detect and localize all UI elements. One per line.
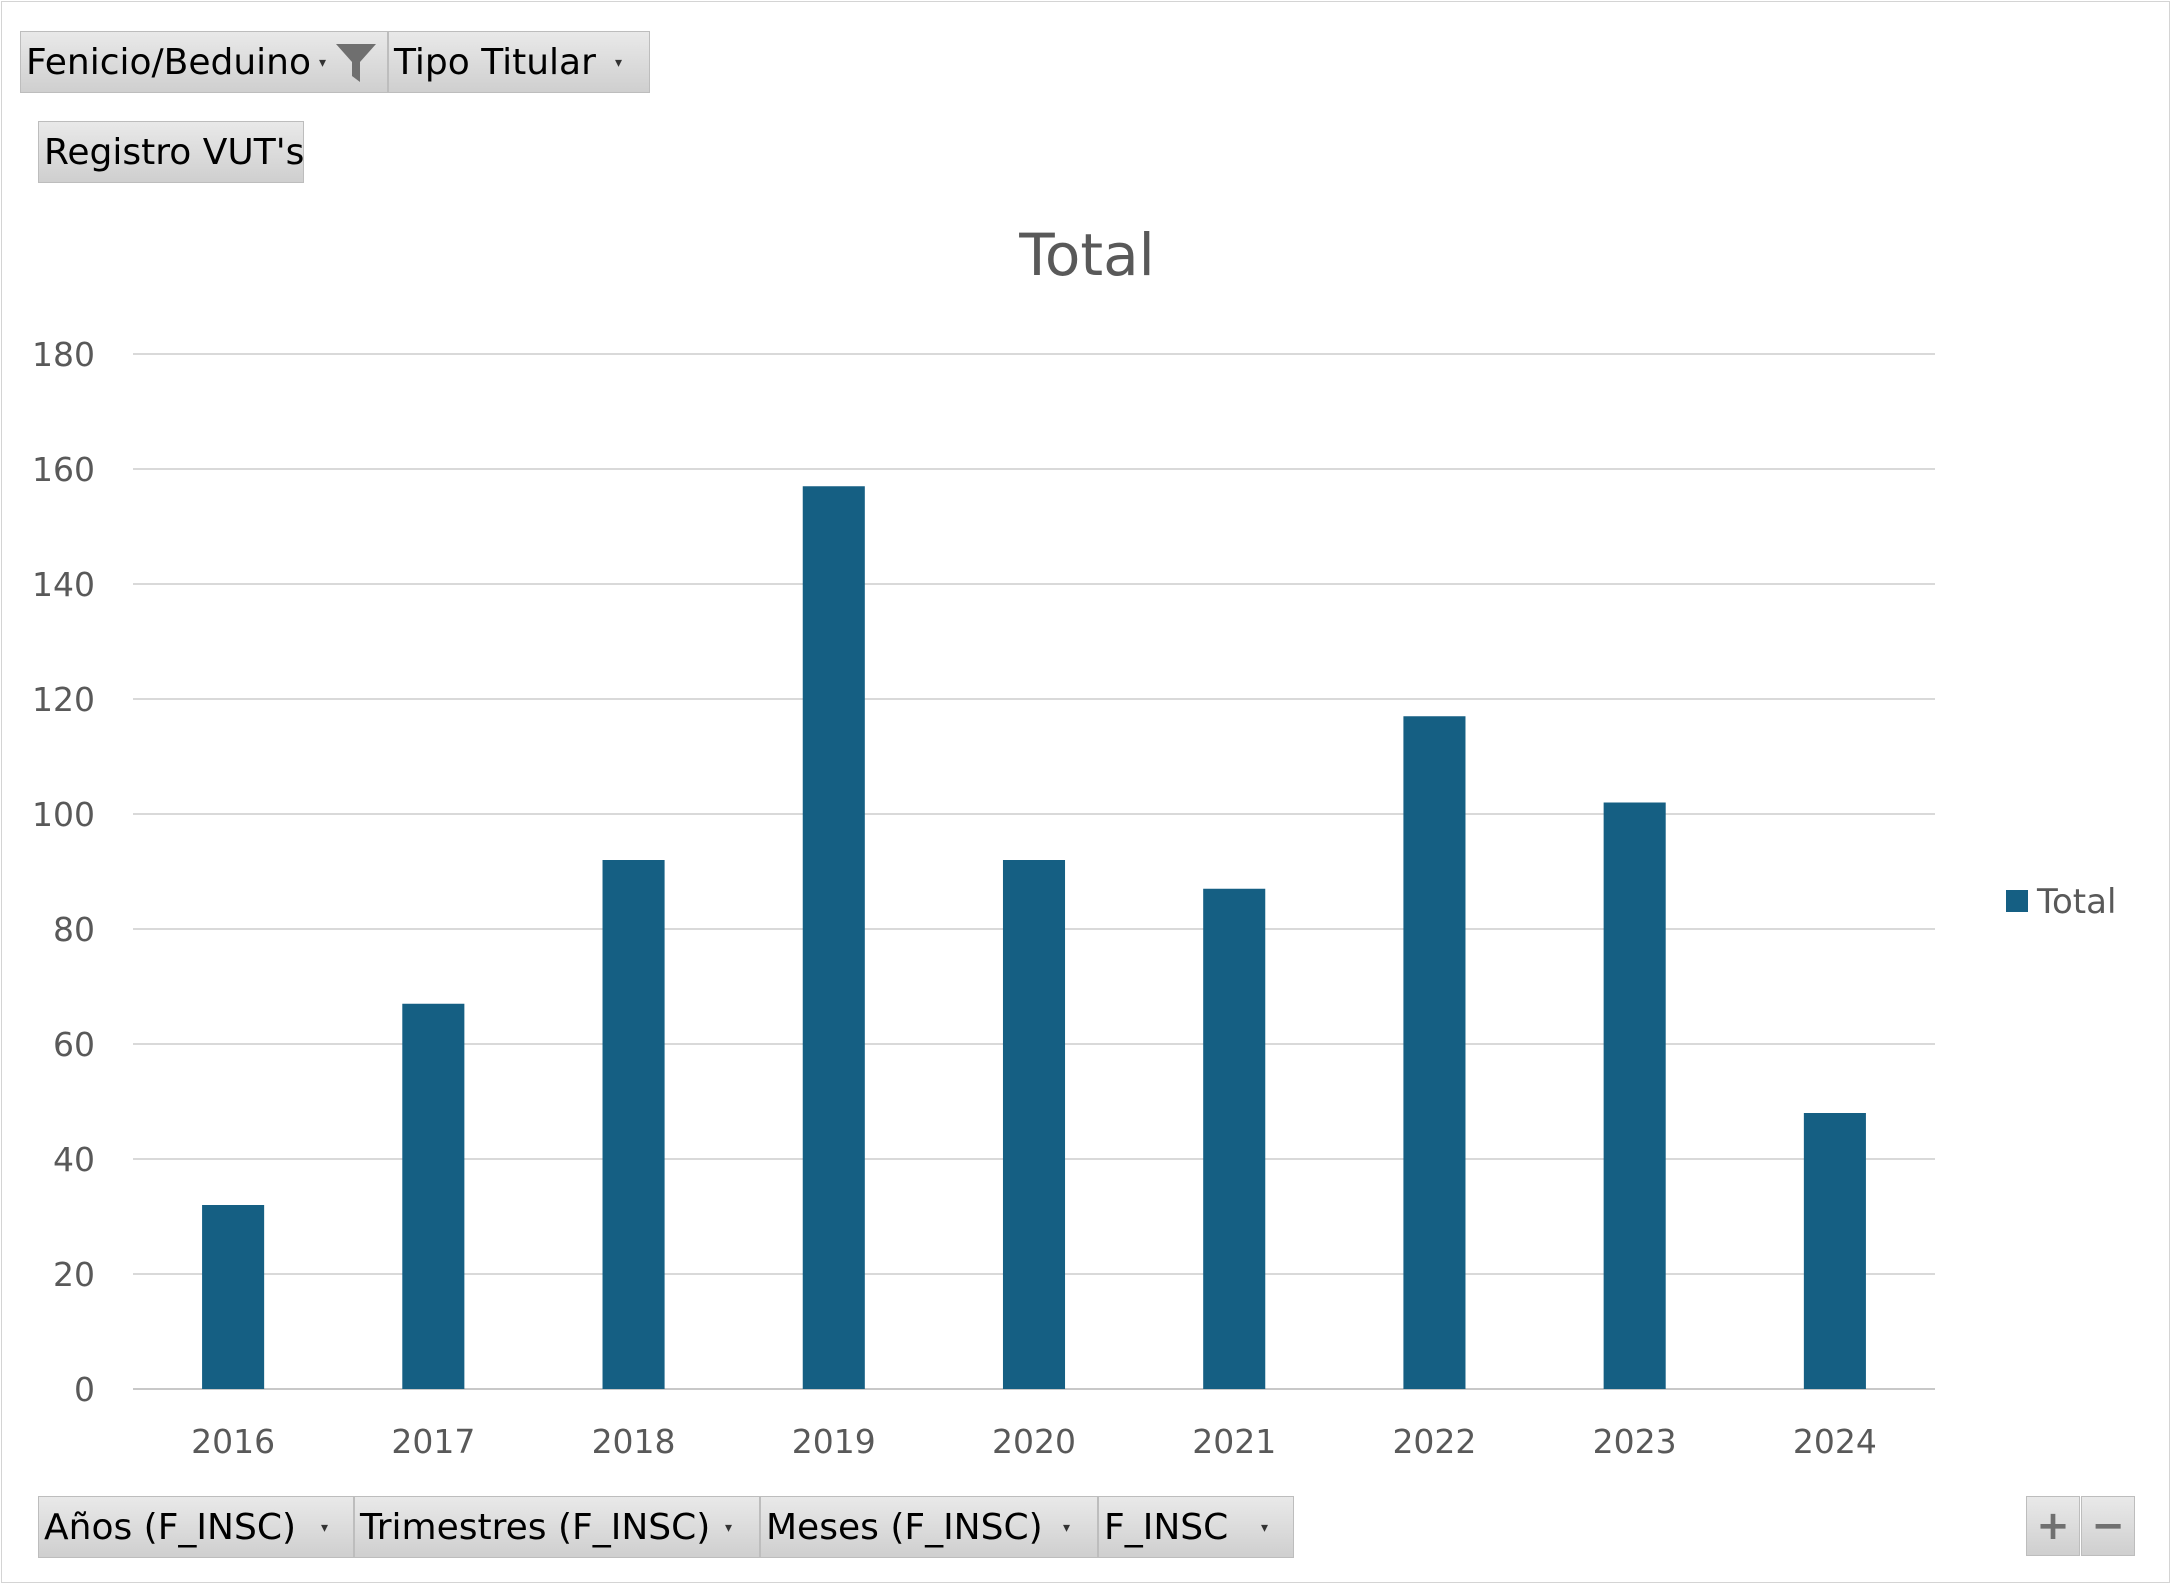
- chevron-down-icon[interactable]: ▾: [1261, 1520, 1269, 1536]
- filter-field-fenicio-beduino[interactable]: Fenicio/Beduino ▾: [20, 31, 388, 93]
- x-tick-label: 2016: [191, 1422, 275, 1461]
- x-tick-label: 2023: [1593, 1422, 1677, 1461]
- chevron-down-icon[interactable]: ▾: [321, 1520, 329, 1536]
- bar-2022[interactable]: [1403, 716, 1466, 1389]
- bar-2016[interactable]: [202, 1205, 265, 1389]
- y-tick-label: 100: [32, 795, 95, 834]
- y-tick-label: 0: [74, 1370, 95, 1409]
- values-field-label: Registro VUT's: [44, 132, 305, 173]
- x-tick-label: 2024: [1793, 1422, 1877, 1461]
- y-tick-label: 120: [32, 680, 95, 719]
- chart-title: Total: [1018, 221, 1154, 289]
- axis-field-trimestres[interactable]: Trimestres (F_INSC) ▾: [354, 1496, 760, 1558]
- chevron-down-icon[interactable]: ▾: [1063, 1520, 1071, 1536]
- chevron-down-icon[interactable]: ▾: [319, 55, 327, 71]
- filter-field-label: Fenicio/Beduino: [26, 42, 312, 83]
- y-tick-label: 20: [53, 1255, 95, 1294]
- axis-field-label: F_INSC: [1104, 1507, 1229, 1548]
- y-tick-label: 80: [53, 910, 95, 949]
- legend-label: Total: [2036, 882, 2116, 922]
- y-tick-label: 60: [53, 1025, 95, 1064]
- y-tick-label: 160: [32, 450, 95, 489]
- chevron-down-icon[interactable]: ▾: [615, 55, 623, 71]
- filter-field-tipo-titular[interactable]: Tipo Titular ▾: [388, 31, 650, 93]
- x-tick-label: 2020: [992, 1422, 1076, 1461]
- axis-field-label: Meses (F_INSC): [766, 1507, 1043, 1548]
- axis-field-meses[interactable]: Meses (F_INSC) ▾: [760, 1496, 1098, 1558]
- x-tick-label: 2019: [792, 1422, 876, 1461]
- bar-2021[interactable]: [1203, 888, 1266, 1389]
- values-field-registro-vuts[interactable]: Registro VUT's: [38, 121, 304, 183]
- zoom-out-button[interactable]: −: [2081, 1496, 2135, 1556]
- axis-field-f-insc[interactable]: F_INSC ▾: [1098, 1496, 1294, 1558]
- axis-field-label: Años (F_INSC): [44, 1507, 296, 1548]
- axis-field-anos[interactable]: Años (F_INSC) ▾: [38, 1496, 354, 1558]
- y-tick-label: 40: [53, 1140, 95, 1179]
- x-tick-label: 2017: [391, 1422, 475, 1461]
- axis-field-label: Trimestres (F_INSC): [360, 1507, 711, 1548]
- bar-2020[interactable]: [1002, 860, 1066, 1389]
- x-tick-label: 2018: [592, 1422, 676, 1461]
- filter-icon[interactable]: [334, 42, 378, 84]
- bar-2024[interactable]: [1803, 1113, 1866, 1389]
- bar-2018[interactable]: [602, 860, 665, 1389]
- y-tick-label: 180: [32, 335, 95, 374]
- bar-2023[interactable]: [1603, 802, 1666, 1390]
- y-axis-ticks: 0 20 40 60 80 100 120 140 160 180: [32, 335, 95, 1409]
- zoom-in-button[interactable]: +: [2026, 1496, 2080, 1556]
- bars: [202, 486, 1866, 1389]
- x-tick-label: 2021: [1192, 1422, 1276, 1461]
- bar-2019[interactable]: [802, 486, 865, 1389]
- x-axis-ticks: 2016 2017 2018 2019 2020 2021 2022 2023 2024: [191, 1422, 1877, 1461]
- bar-2017[interactable]: [402, 1003, 465, 1389]
- legend: Total: [2006, 882, 2116, 922]
- x-tick-label: 2022: [1392, 1422, 1476, 1461]
- y-tick-label: 140: [32, 565, 95, 604]
- chevron-down-icon[interactable]: ▾: [725, 1520, 733, 1536]
- legend-swatch: [2006, 890, 2028, 912]
- filter-field-label: Tipo Titular: [394, 42, 596, 83]
